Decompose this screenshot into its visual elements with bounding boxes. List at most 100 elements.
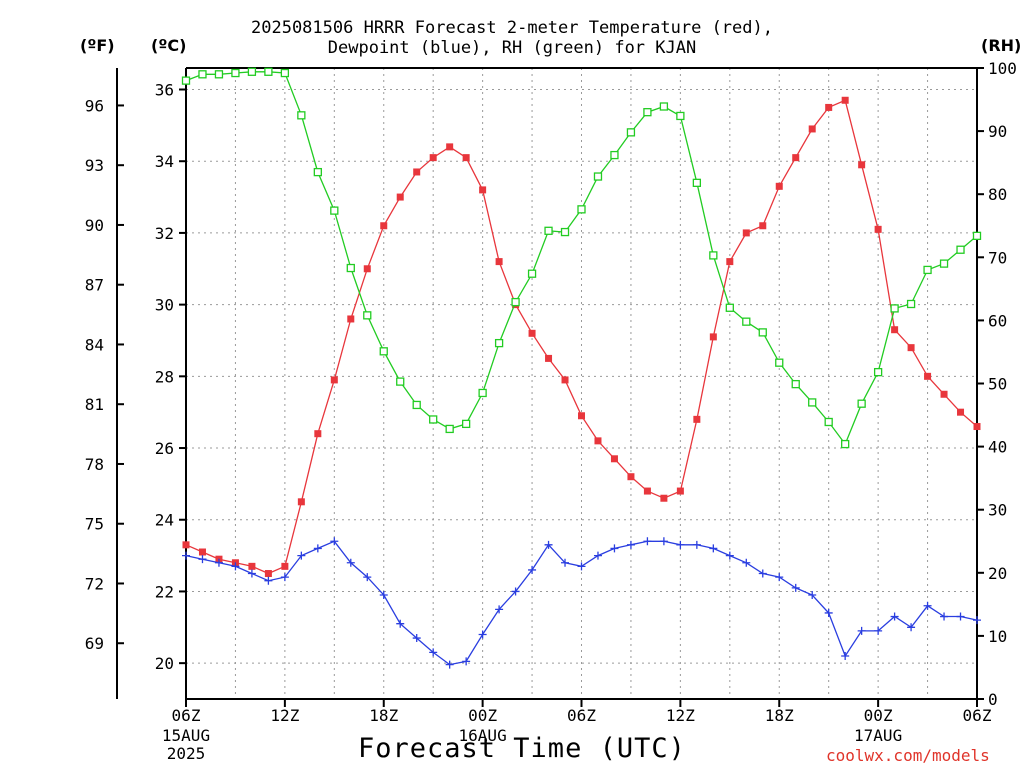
dewpoint-point xyxy=(280,573,289,582)
chart-title-line-1: 2025081506 HRRR Forecast 2-meter Tempera… xyxy=(251,18,773,38)
fahrenheit-tick-label: 72 xyxy=(85,574,104,593)
dewpoint-point xyxy=(907,623,916,632)
rh-point xyxy=(214,70,224,79)
rh-point xyxy=(363,311,372,320)
temperature-point xyxy=(643,487,651,495)
rh-tick-label: 80 xyxy=(988,185,1007,204)
rh-point xyxy=(511,297,520,307)
rh-point xyxy=(791,379,800,389)
rh-point xyxy=(313,167,322,177)
x-tick-label: 12Z xyxy=(270,706,299,725)
rh-point xyxy=(742,317,751,326)
dewpoint-point xyxy=(973,616,981,625)
temperature-point xyxy=(594,437,602,445)
rh-point xyxy=(379,347,388,356)
temperature-point xyxy=(462,154,470,162)
x-tick-label: 06Z xyxy=(567,706,596,725)
temperature-point xyxy=(363,265,371,273)
temperature-point xyxy=(874,225,882,233)
celsius-tick-label: 34 xyxy=(155,152,174,171)
dewpoint-point xyxy=(182,551,190,560)
celsius-tick-label: 30 xyxy=(155,296,174,315)
temperature-point xyxy=(726,258,734,266)
dewpoint-point xyxy=(857,626,866,635)
dewpoint-point xyxy=(313,544,322,553)
celsius-unit-label: (ºC) xyxy=(151,36,187,55)
fahrenheit-tick-label: 93 xyxy=(85,156,104,175)
temperature-point xyxy=(627,473,635,481)
dewpoint-point xyxy=(593,551,602,560)
rh-point xyxy=(758,328,767,337)
x-tick-sublabel: 17AUG xyxy=(854,726,902,745)
dewpoint-point xyxy=(940,612,949,621)
temperature-point xyxy=(841,96,849,104)
temperature-point xyxy=(808,125,816,133)
celsius-tick-label: 36 xyxy=(155,81,174,100)
x-tick-label: 12Z xyxy=(666,706,695,725)
temperature-point xyxy=(973,423,981,431)
rh-point xyxy=(709,251,718,260)
temperature-point xyxy=(709,333,717,341)
temperature-point xyxy=(676,487,684,495)
dewpoint-point xyxy=(544,540,553,549)
dewpoint-point xyxy=(396,619,405,628)
rh-point xyxy=(247,67,257,76)
temperature-point xyxy=(907,344,915,352)
dewpoint-point xyxy=(214,558,223,567)
x-tick-sublabel: 15AUG xyxy=(162,726,210,745)
rh-tick-label: 20 xyxy=(988,564,1007,583)
temperature-point xyxy=(759,222,767,230)
rh-line xyxy=(185,71,978,446)
rh-point xyxy=(231,68,240,78)
rh-tick-label: 70 xyxy=(988,248,1007,267)
dewpoint-point xyxy=(725,551,734,560)
dewpoint-point xyxy=(643,537,652,546)
rh-point xyxy=(280,68,290,78)
dewpoint-point xyxy=(923,601,932,610)
rh-point xyxy=(676,111,685,121)
chart-title-line-2: Dewpoint (blue), RH (green) for KJAN xyxy=(327,38,697,58)
credit-link[interactable]: coolwx.com/models xyxy=(826,746,990,765)
dewpoint-point xyxy=(511,587,520,596)
temperature-point xyxy=(940,390,948,398)
dewpoint-point xyxy=(264,576,273,585)
rh-point xyxy=(923,265,932,275)
dewpoint-series xyxy=(182,537,981,669)
rh-point xyxy=(890,304,899,313)
temperature-point xyxy=(792,154,800,162)
dewpoint-point xyxy=(890,612,899,621)
dewpoint-point xyxy=(247,569,256,578)
rh-point xyxy=(544,226,553,235)
rh-tick-label: 0 xyxy=(988,690,998,709)
temperature-point xyxy=(742,229,750,237)
rh-point xyxy=(692,178,702,187)
dewpoint-point xyxy=(610,544,619,553)
fahrenheit-tick-label: 78 xyxy=(85,455,104,474)
dewpoint-point xyxy=(429,648,438,657)
temperature-point xyxy=(660,494,668,502)
rh-point xyxy=(593,172,603,181)
dewpoint-point xyxy=(824,608,833,617)
temperature-point xyxy=(446,143,454,151)
fahrenheit-tick-label: 90 xyxy=(85,216,104,235)
temperature-point xyxy=(924,372,932,380)
rh-tick-label: 90 xyxy=(988,122,1007,141)
celsius-tick-label: 32 xyxy=(155,224,174,243)
rh-tick-label: 50 xyxy=(988,375,1007,394)
fahrenheit-tick-label: 75 xyxy=(85,515,104,534)
rh-point xyxy=(643,108,652,117)
rh-point xyxy=(775,358,784,367)
rh-point xyxy=(972,231,982,240)
rh-tick-label: 30 xyxy=(988,501,1007,520)
rh-point xyxy=(297,111,306,120)
dewpoint-point xyxy=(297,551,306,560)
temperature-point xyxy=(528,329,536,337)
rh-point xyxy=(626,128,636,137)
fahrenheit-tick-label: 81 xyxy=(85,395,104,414)
dewpoint-point xyxy=(379,591,388,600)
dewpoint-point xyxy=(676,540,685,549)
rh-point xyxy=(841,439,850,449)
temperature-point xyxy=(891,326,899,334)
temperature-point xyxy=(248,562,256,570)
